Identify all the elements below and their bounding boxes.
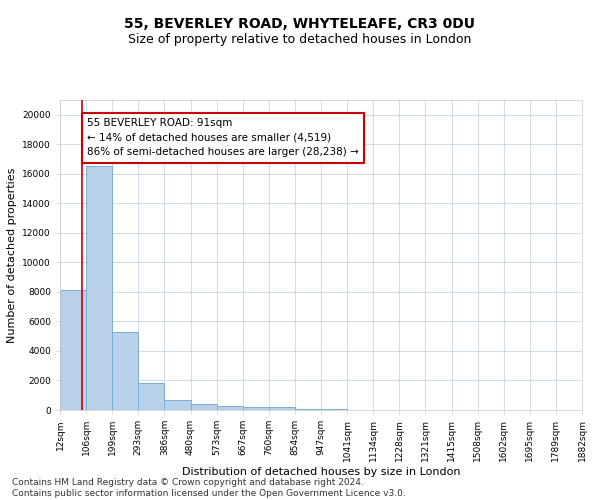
Text: Contains HM Land Registry data © Crown copyright and database right 2024.
Contai: Contains HM Land Registry data © Crown c… <box>12 478 406 498</box>
Text: Size of property relative to detached houses in London: Size of property relative to detached ho… <box>128 32 472 46</box>
Text: 55 BEVERLEY ROAD: 91sqm
← 14% of detached houses are smaller (4,519)
86% of semi: 55 BEVERLEY ROAD: 91sqm ← 14% of detache… <box>88 118 359 158</box>
Bar <box>243 407 269 410</box>
Bar <box>86 166 112 410</box>
Bar <box>164 400 191 410</box>
Bar <box>217 406 243 410</box>
X-axis label: Distribution of detached houses by size in London: Distribution of detached houses by size … <box>182 466 460 476</box>
Bar <box>60 290 86 410</box>
Bar <box>269 408 295 410</box>
Y-axis label: Number of detached properties: Number of detached properties <box>7 168 17 342</box>
Bar <box>139 382 164 410</box>
Bar <box>112 332 139 410</box>
Text: 55, BEVERLEY ROAD, WHYTELEAFE, CR3 0DU: 55, BEVERLEY ROAD, WHYTELEAFE, CR3 0DU <box>125 18 476 32</box>
Bar <box>295 409 321 410</box>
Bar <box>191 404 217 410</box>
